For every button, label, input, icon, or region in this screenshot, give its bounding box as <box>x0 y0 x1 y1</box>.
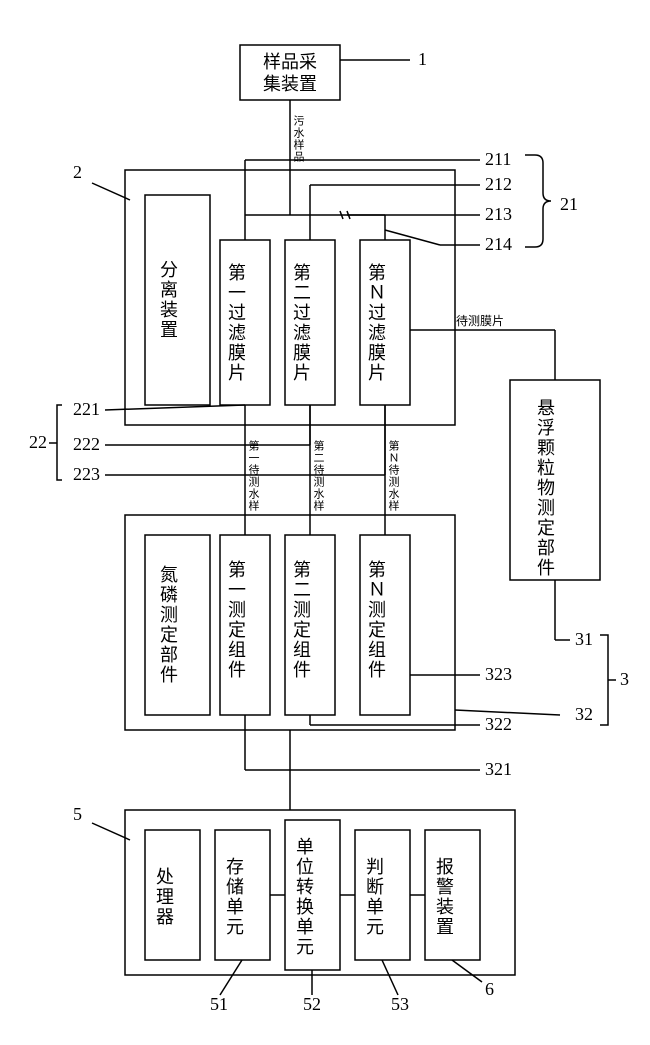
callout-2: 2 <box>73 162 82 182</box>
callout-32: 32 <box>575 704 593 724</box>
label-measure-2: 第二测定组件 <box>291 560 311 680</box>
callout-223: 223 <box>73 464 100 484</box>
callout-212: 212 <box>485 174 512 194</box>
callout-213: 213 <box>485 204 512 224</box>
edge-label-sampleN: 第Ｎ待测水样 <box>387 439 400 512</box>
callout-51: 51 <box>210 994 228 1014</box>
callout-22: 22 <box>29 432 47 452</box>
label-storage: 存储单元 <box>224 857 244 937</box>
label-processor: 处理器 <box>154 867 174 927</box>
label-np-measure: 氮磷测定部件 <box>158 565 178 685</box>
flowchart-diagram: 样品采 集装置 污水样品 分离装置 第一过滤膜片 第二过滤膜片 第Ｎ过滤膜片 待… <box>20 20 650 1020</box>
callout-21: 21 <box>560 194 578 214</box>
edge-label-membrane: 待测膜片 <box>456 314 504 328</box>
label-alarm: 报警装置 <box>434 857 454 937</box>
label-judge: 判断单元 <box>364 857 384 937</box>
label-filter-1: 第一过滤膜片 <box>226 263 246 383</box>
box-1-line1: 样品采 <box>263 52 317 72</box>
box-suspended-particles <box>510 380 600 580</box>
callout-31: 31 <box>575 629 593 649</box>
label-suspended: 悬浮颗粒物测定部件 <box>535 398 555 578</box>
box-1-line2: 集装置 <box>263 74 317 94</box>
box-processor-container <box>125 810 515 975</box>
callout-3: 3 <box>620 669 629 689</box>
callout-52: 52 <box>303 994 321 1014</box>
label-measure-n: 第Ｎ测定组件 <box>366 560 386 680</box>
label-measure-1: 第一测定组件 <box>226 560 246 680</box>
callout-1: 1 <box>418 49 427 69</box>
callout-211: 211 <box>485 149 511 169</box>
callout-5: 5 <box>73 804 82 824</box>
label-filter-n: 第Ｎ过滤膜片 <box>366 263 386 383</box>
callout-6: 6 <box>485 979 494 999</box>
callout-322: 322 <box>485 714 512 734</box>
edge-label-wastewater: 污水样品 <box>292 115 305 163</box>
callout-221: 221 <box>73 399 100 419</box>
label-separation: 分离装置 <box>158 260 178 340</box>
callout-321: 321 <box>485 759 512 779</box>
label-filter-2: 第二过滤膜片 <box>291 263 311 383</box>
callout-323: 323 <box>485 664 512 684</box>
label-unit-convert: 单位转换单元 <box>294 837 314 957</box>
callout-214: 214 <box>485 234 512 254</box>
callout-222: 222 <box>73 434 100 454</box>
callout-53: 53 <box>391 994 409 1014</box>
